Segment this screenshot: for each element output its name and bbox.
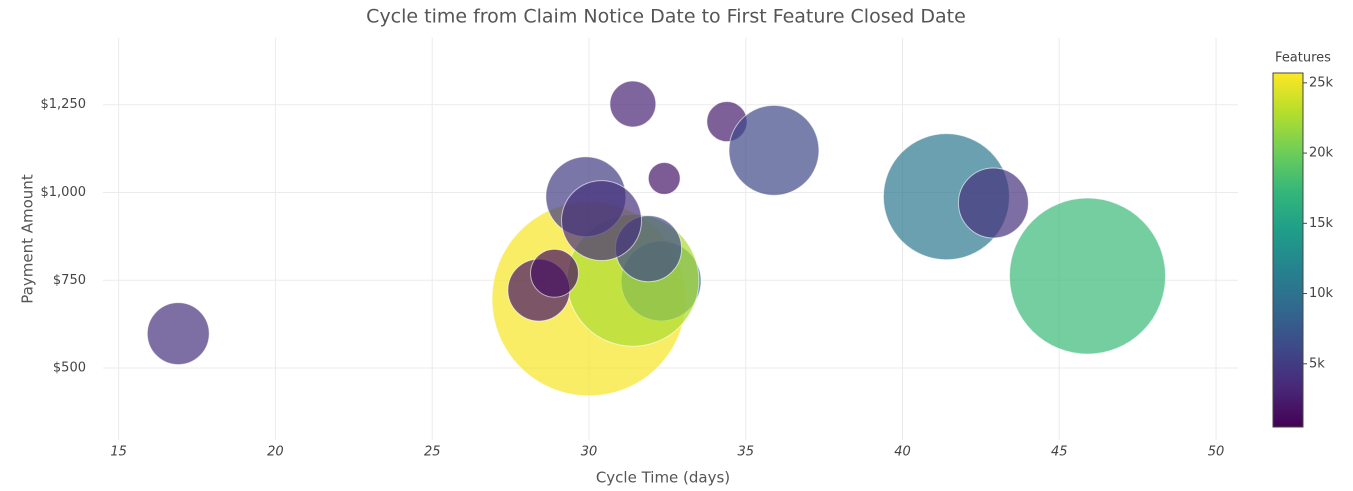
bubble [1008, 197, 1167, 355]
y-tick-label: $1,000 [41, 185, 87, 200]
y-axis-title: Payment Amount [19, 174, 37, 304]
x-tick-label: 30 [581, 445, 598, 460]
bubble [561, 180, 643, 262]
colorbar-tick-label: 25k [1309, 75, 1334, 90]
x-tick-label: 35 [737, 445, 754, 460]
colorbar-tick-label: 10k [1309, 286, 1334, 301]
colorbar-tick-label: 15k [1309, 216, 1334, 231]
y-tick-label: $500 [53, 361, 86, 376]
chart-title: Cycle time from Claim Notice Date to Fir… [366, 6, 966, 28]
x-tick-label: 40 [894, 445, 911, 460]
bubble [609, 80, 657, 128]
colorbar-title: Features [1275, 51, 1331, 66]
x-axis-title: Cycle Time (days) [596, 469, 730, 487]
bubble [957, 167, 1029, 239]
y-tick-label: $1,250 [41, 97, 87, 112]
bubble [728, 104, 820, 196]
bubble [647, 161, 681, 195]
x-tick-label: 25 [424, 445, 441, 460]
x-tick-label: 50 [1208, 445, 1225, 460]
y-tick-label: $750 [53, 273, 86, 288]
colorbar-tick-label: 5k [1309, 356, 1325, 371]
x-tick-label: 20 [267, 445, 284, 460]
bubble [530, 248, 579, 298]
colorbar-tick-label: 20k [1309, 146, 1334, 161]
colorbar [1272, 72, 1304, 428]
x-tick-label: 15 [110, 445, 127, 460]
x-tick-label: 45 [1051, 445, 1068, 460]
bubble [146, 302, 210, 366]
